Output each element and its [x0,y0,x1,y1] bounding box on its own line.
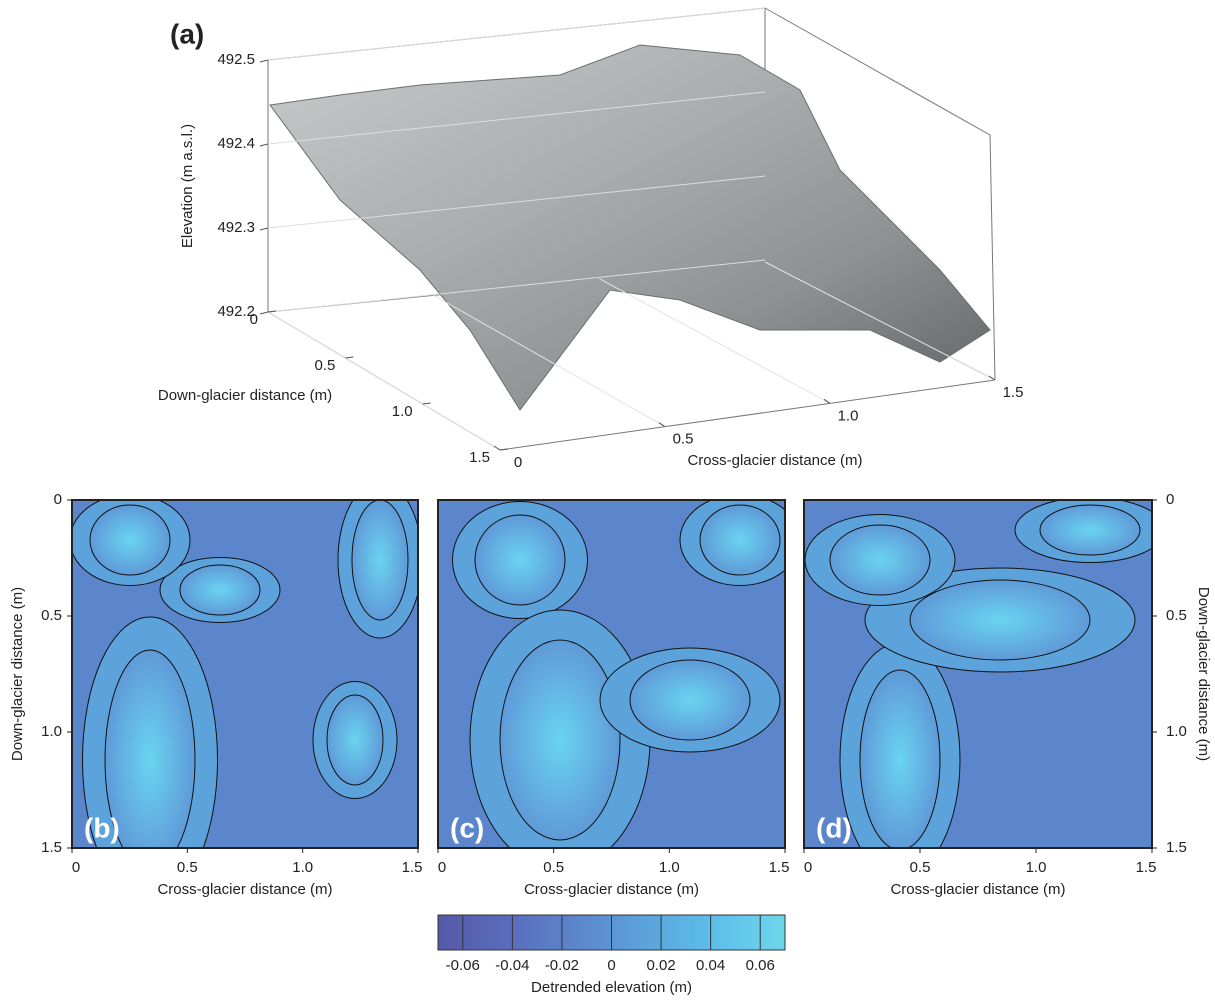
tick-mark [267,310,277,313]
grid-line [267,311,501,451]
z-tick-label: 492.3 [217,219,255,236]
tick-mark [658,422,666,428]
contour-inner [351,500,409,621]
grid-line [764,261,996,381]
tick-mark [345,356,354,359]
y-tick-label: 0 [1166,491,1174,508]
x-tick-label: 1.5 [769,859,790,876]
panel-label: (a) [170,18,204,49]
tick-mark [493,445,501,451]
tick-mark [259,59,269,63]
grid-line [599,278,831,404]
x-tick-label: 1.0 [659,859,680,876]
tick-mark [259,311,269,315]
tick-mark [823,398,831,404]
x-axis-label: Cross-glacier distance (m) [687,452,862,469]
colorbar-label: Detrended elevation (m) [531,979,692,996]
contours [452,500,785,848]
y-tick-label: 1.5 [469,449,490,466]
map-frame [437,499,786,849]
x-tick-label: 0.5 [543,859,564,876]
x-tick-label: 0 [438,859,446,876]
x-axis-label: Cross-glacier distance (m) [157,881,332,898]
contour-inner [179,564,261,616]
map-frame [71,499,419,849]
z-axis-label: Elevation (m a.s.l.) [179,124,196,248]
z-tick-label: 492.5 [217,51,255,68]
grid-line [433,294,666,428]
y-axis-label: Down-glacier distance (m) [9,587,26,761]
y-tick-label: 1.5 [1166,839,1187,856]
contour-inner [499,639,621,841]
y-axis-label: Down-glacier distance (m) [1195,587,1212,761]
x-tick-label: 0 [72,859,80,876]
x-tick-label: 1.5 [1136,859,1157,876]
panel-label: (c) [450,812,484,843]
colorbar-tick-label: 0.06 [746,957,775,974]
x-tick-label: 1.0 [1026,859,1047,876]
contour-inner [89,504,171,576]
y-tick-label: 0 [250,311,258,328]
axis-edge [764,7,991,136]
contour-inner [699,504,781,576]
colorbar-tick-label: 0.02 [646,957,675,974]
z-tick-label: 492.2 [217,303,255,320]
grid-line [267,175,766,229]
y-tick-label: 1.0 [392,403,413,420]
contour-inner [629,659,751,741]
contour-inner [474,514,566,606]
y-tick-label: 1.0 [41,723,62,740]
x-tick-label: 1.5 [1003,384,1024,401]
x-tick-label: 1.0 [292,859,313,876]
y-tick-label: 1.0 [1166,723,1187,740]
colorbar-tick-label: 0 [607,957,615,974]
contours [72,500,418,848]
y-axis-label: Down-glacier distance (m) [158,387,332,404]
x-tick-label: 0.5 [673,431,694,448]
x-tick-label: 0 [514,454,522,471]
tick-mark [422,402,431,405]
z-tick-label: 492.4 [217,135,255,152]
contour-inner [326,694,384,786]
contour-inner [829,524,931,596]
x-tick-label: 1.0 [838,407,859,424]
map-frame [803,499,1153,849]
grid-line [267,91,766,145]
y-tick-label: 1.5 [41,839,62,856]
colorbar-tick-label: -0.04 [495,957,529,974]
grid-line [267,7,766,61]
y-tick-label: 0.5 [41,607,62,624]
contour-inner [859,669,941,848]
x-axis-label: Cross-glacier distance (m) [890,881,1065,898]
grid-line [267,259,766,313]
axis-edge [499,379,996,451]
x-tick-label: 0 [804,859,812,876]
x-tick-label: 0.5 [177,859,198,876]
x-tick-label: 0.5 [910,859,931,876]
panel-label: (b) [84,812,120,843]
tick-mark [259,143,269,147]
tick-mark [499,448,509,451]
colorbar-tick-label: -0.06 [446,957,480,974]
colorbar-tick-label: -0.02 [545,957,579,974]
contour-inner [104,649,196,848]
surface [269,44,991,411]
x-axis-label: Cross-glacier distance (m) [524,881,699,898]
tick-mark [259,227,269,231]
y-tick-label: 0.5 [1166,607,1187,624]
tick-mark [988,375,996,381]
colorbar-tick-label: 0.04 [696,957,725,974]
contour-inner [909,579,1091,661]
panel-label: (d) [816,812,852,843]
x-tick-label: 1.5 [402,859,423,876]
y-tick-label: 0.5 [314,357,335,374]
axis-edge [989,134,996,381]
contour-inner [1039,504,1141,556]
y-tick-label: 0 [54,491,62,508]
contours [804,500,1152,848]
